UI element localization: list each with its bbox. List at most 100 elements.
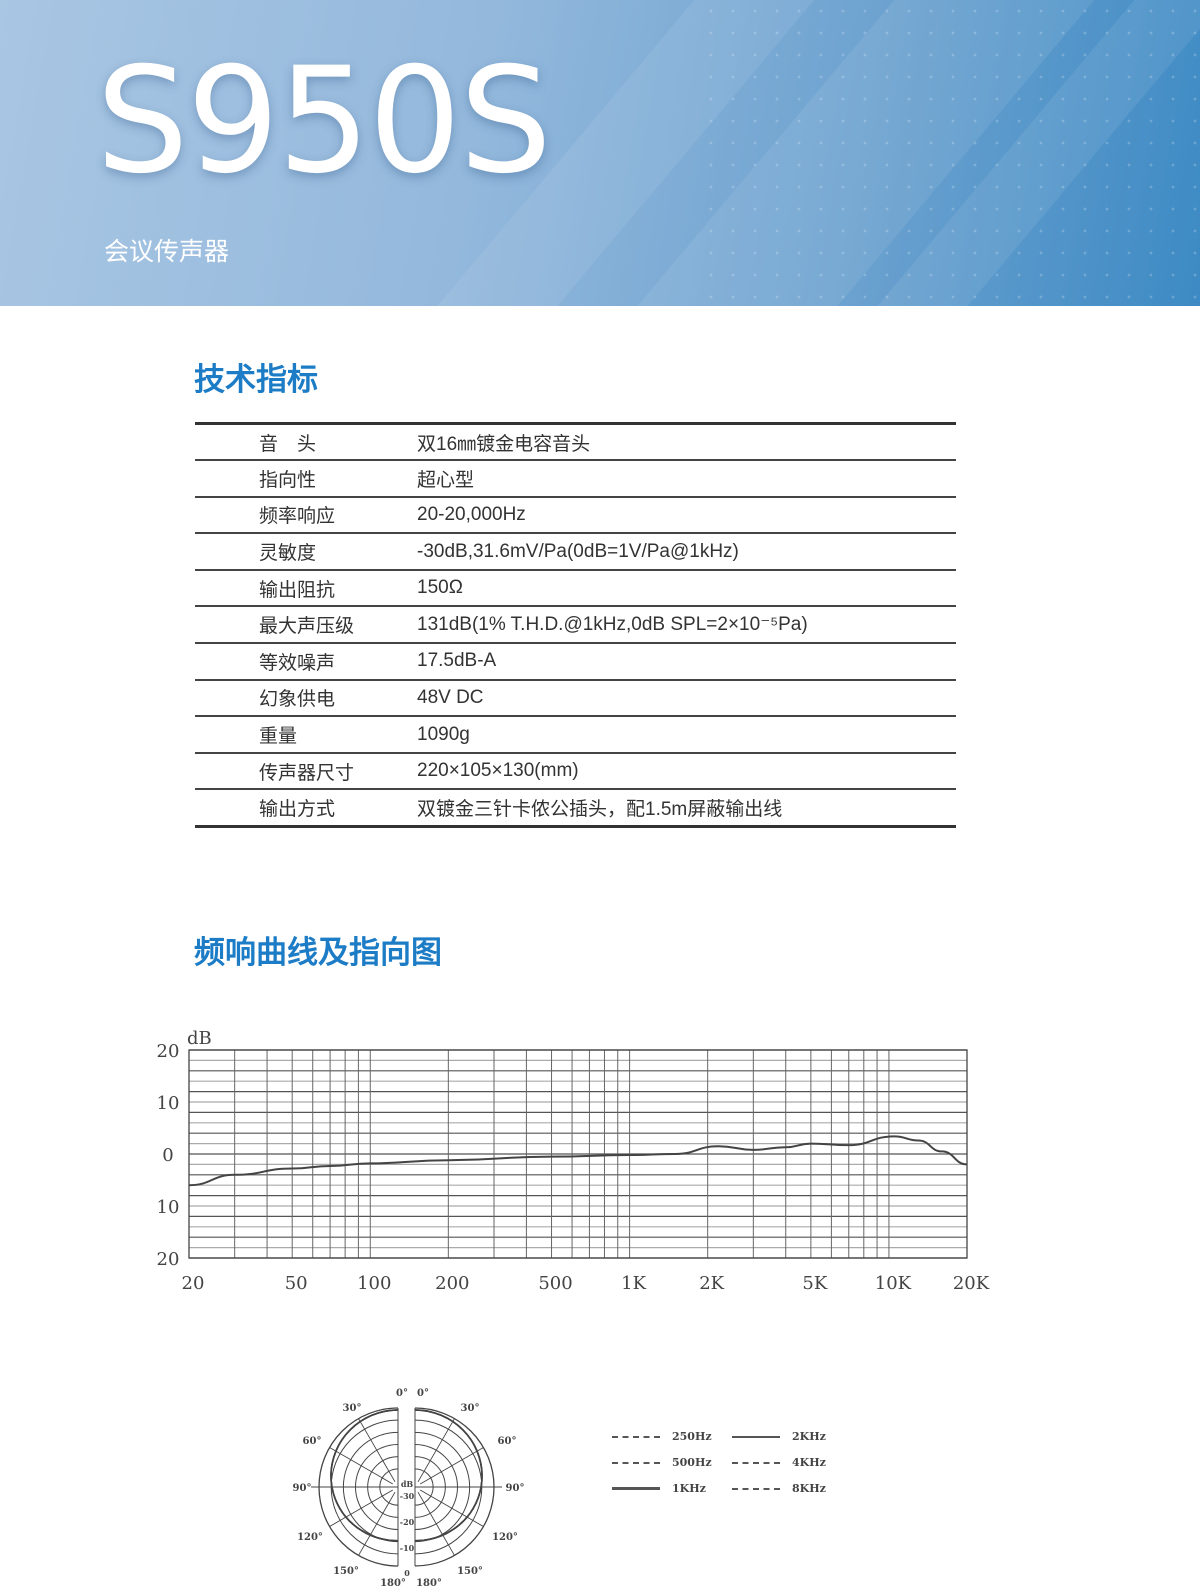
- x-tick-label: 100: [357, 1273, 391, 1294]
- legend-line-solid: [732, 1435, 780, 1438]
- polar-angle-label: 90°: [293, 1483, 312, 1494]
- spec-label: 频率响应: [259, 506, 336, 528]
- polar-ring-label: -20: [400, 1517, 415, 1527]
- response-curve: [188, 1135, 968, 1187]
- polar-pattern-curve: [330, 1409, 399, 1542]
- legend-label: 4KHz: [792, 1456, 826, 1469]
- decor-dots: [700, 0, 1200, 306]
- polar-spoke: [329, 1447, 394, 1485]
- legend-label: 8KHz: [792, 1482, 826, 1495]
- y-tick-label: 10: [157, 1197, 180, 1218]
- spec-value: 20-20,000Hz: [417, 503, 526, 525]
- product-subtitle: 会议传声器: [104, 237, 230, 266]
- spec-row: 灵敏度 -30dB,31.6mV/Pa(0dB=1V/Pa@1kHz): [195, 533, 956, 570]
- legend-line-solid: [612, 1487, 660, 1490]
- polar-spoke: [417, 1491, 455, 1556]
- spec-row: 频率响应 20-20,000Hz: [195, 497, 956, 534]
- legend-item: 250Hz: [612, 1430, 712, 1443]
- x-tick-label: 2K: [699, 1273, 724, 1294]
- spec-row: 最大声压级 131dB(1% T.H.D.@1kHz,0dB SPL=2×10⁻⁵…: [195, 606, 956, 644]
- legend-item: 8KHz: [732, 1482, 826, 1495]
- legend-line-dash-dot: [732, 1487, 780, 1490]
- specs-heading: 技术指标: [194, 362, 318, 398]
- polar-angle-label: 180°: [380, 1578, 406, 1589]
- x-tick-label: 200: [435, 1273, 469, 1294]
- spec-value: 131dB(1% T.H.D.@1kHz,0dB SPL=2×10⁻⁵Pa): [417, 614, 808, 636]
- spec-label: 音 头: [259, 433, 317, 455]
- polar-angle-label: 120°: [297, 1532, 323, 1543]
- legend-item: 2KHz: [732, 1430, 826, 1443]
- chart-heading: 频响曲线及指向图: [194, 935, 442, 971]
- polar-spoke: [329, 1489, 394, 1527]
- spec-value: 17.5dB-A: [417, 650, 497, 672]
- spec-value: 48V DC: [417, 686, 484, 708]
- spec-label: 最大声压级: [259, 616, 355, 638]
- polar-angle-label: 120°: [492, 1532, 518, 1543]
- polar-spoke: [358, 1491, 396, 1556]
- spec-row: 幻象供电 48V DC: [195, 680, 956, 717]
- spec-label: 重量: [259, 726, 298, 748]
- spec-row: 重量 1090g: [195, 716, 956, 753]
- spec-value: 1090g: [417, 723, 470, 745]
- spec-value: 超心型: [417, 469, 475, 491]
- spec-value: 220×105×130(mm): [417, 760, 579, 782]
- spec-row: 输出阻抗 150Ω: [195, 570, 956, 607]
- polar-ring-label: 0: [404, 1568, 410, 1578]
- polar-ring-label: -10: [400, 1543, 415, 1553]
- header-banner: S950S 会议传声器: [0, 0, 1200, 306]
- spec-value: -30dB,31.6mV/Pa(0dB=1V/Pa@1kHz): [417, 540, 739, 562]
- spec-table: 音 头 双16㎜镀金电容音头指向性 超心型频率响应 20-20,000Hz 灵敏度 -30…: [195, 422, 956, 828]
- polar-angle-label: 60°: [303, 1436, 322, 1447]
- legend-line-dashed: [732, 1461, 780, 1464]
- spec-value: 双16㎜镀金电容音头: [417, 433, 591, 455]
- x-tick-label: 50: [285, 1273, 308, 1294]
- polar-angle-label: 90°: [506, 1483, 525, 1494]
- spec-value: 150Ω: [417, 577, 463, 599]
- y-tick-label: 20: [157, 1249, 180, 1270]
- polar-angle-label: 0°: [417, 1388, 429, 1399]
- legend-line-dashed: [612, 1435, 660, 1438]
- spec-label: 传声器尺寸: [259, 762, 355, 784]
- plot-frame: [188, 1049, 968, 1259]
- legend-label: 2KHz: [792, 1430, 826, 1443]
- polar-angle-label: 0°: [396, 1388, 408, 1399]
- spec-label: 灵敏度: [259, 543, 317, 565]
- spec-value: 双镀金三针卡侬公插头，配1.5m屏蔽输出线: [417, 798, 783, 820]
- polar-pattern-diagram: 0° 0° 30° 30° 60° 60° 90° 90° 120° 120° 150° 150° 18…: [293, 1388, 525, 1589]
- spec-row: 指向性 超心型: [195, 460, 956, 497]
- polar-spoke: [419, 1489, 484, 1527]
- x-tick-label: 5K: [802, 1273, 827, 1294]
- polar-angle-label: 180°: [416, 1578, 442, 1589]
- polar-ring-label: dB: [401, 1479, 414, 1489]
- x-tick-label: 20: [182, 1273, 205, 1294]
- y-tick-label: 20: [157, 1041, 180, 1062]
- polar-angle-label: 60°: [498, 1436, 517, 1447]
- polar-angle-label: 150°: [333, 1566, 359, 1577]
- legend-label: 500Hz: [672, 1456, 712, 1469]
- x-tick-label: 1K: [621, 1273, 646, 1294]
- legend-item: 1KHz: [612, 1482, 706, 1495]
- polar-spoke: [358, 1418, 396, 1483]
- x-tick-label: 20K: [953, 1273, 990, 1294]
- x-tick-label: 500: [538, 1273, 572, 1294]
- polar-angle-label: 30°: [343, 1403, 362, 1414]
- spec-row: 音 头 双16㎜镀金电容音头: [195, 423, 956, 461]
- legend-item: 4KHz: [732, 1456, 826, 1469]
- y-tick-label: 0: [162, 1145, 173, 1166]
- legend-label: 250Hz: [672, 1430, 712, 1443]
- model-title: S950S: [96, 36, 552, 206]
- polar-ring-label: -30: [400, 1491, 415, 1501]
- polar-angle-label: 150°: [457, 1566, 483, 1577]
- spec-row: 等效噪声 17.5dB-A: [195, 643, 956, 680]
- polar-spoke: [417, 1418, 455, 1483]
- spec-label: 输出方式: [259, 798, 336, 820]
- legend-label: 1KHz: [672, 1482, 706, 1495]
- legend-line-dash-dot: [612, 1461, 660, 1464]
- spec-label: 输出阻抗: [259, 579, 336, 601]
- spec-label: 等效噪声: [259, 652, 336, 674]
- y-axis-label: dB: [187, 1028, 212, 1049]
- polar-angle-label: 30°: [461, 1403, 480, 1414]
- spec-row: 传声器尺寸 220×105×130(mm): [195, 753, 956, 790]
- polar-pattern-curve: [414, 1409, 483, 1542]
